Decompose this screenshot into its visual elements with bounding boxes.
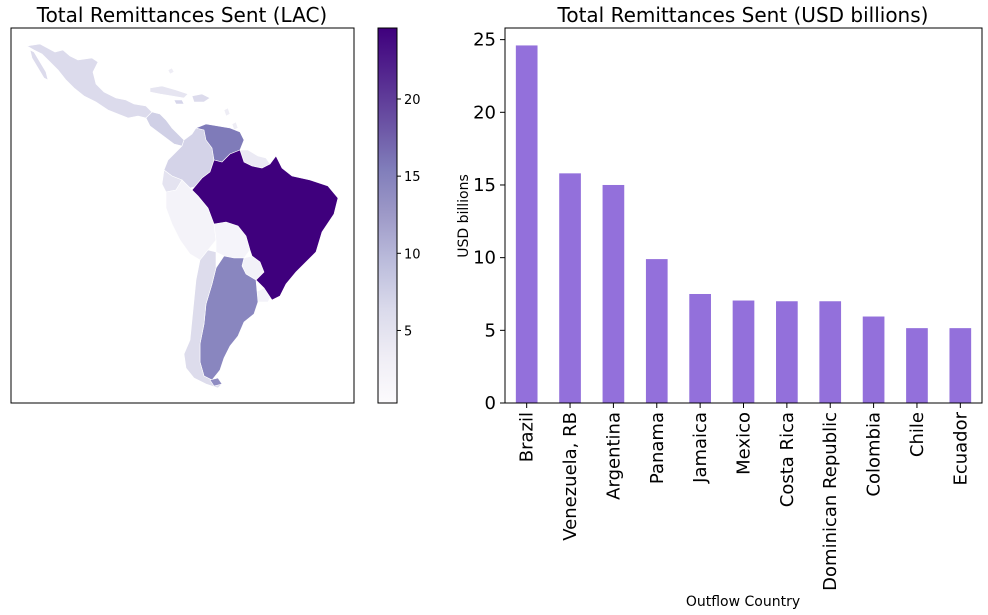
- colorbar-tick-label: 15: [404, 170, 421, 185]
- bar: [645, 259, 668, 403]
- region-baja: [29, 49, 49, 81]
- bar: [559, 173, 581, 403]
- y-tick-label: 5: [485, 320, 496, 341]
- bar-panel: Total Remittances Sent (USD billions) 0 5…: [456, 3, 983, 610]
- bar-title: Total Remittances Sent (USD billions): [557, 3, 929, 27]
- y-axis-label: USD billions: [456, 174, 472, 258]
- y-tick-label: 15: [473, 175, 496, 196]
- bars: [515, 45, 972, 403]
- map-panel: Total Remittances Sent (LAC): [10, 3, 421, 404]
- x-tick-label: Ecuador: [950, 411, 971, 485]
- y-tick-label: 0: [485, 393, 496, 414]
- x-tick-label: Venezuela, RB: [560, 412, 581, 541]
- bar: [906, 328, 928, 403]
- bar: [732, 300, 755, 403]
- region-small-islands: [167, 67, 239, 131]
- colorbar-tick-label: 20: [404, 93, 421, 108]
- x-tick-label: Dominican Republic: [820, 412, 841, 591]
- x-ticks: Brazil Venezuela, RB Argentina Panama Jamaic…: [517, 403, 971, 591]
- y-ticks: 0 5 10 15 20 25: [473, 30, 505, 414]
- x-tick-label: Costa Rica: [777, 412, 798, 507]
- map-title: Total Remittances Sent (LAC): [36, 3, 327, 27]
- bar: [515, 45, 538, 403]
- x-tick-label: Jamaica: [690, 412, 711, 484]
- y-tick-label: 10: [473, 248, 496, 269]
- colorbar-tick-label: 10: [404, 247, 421, 262]
- y-tick-label: 20: [473, 102, 496, 123]
- bar: [949, 328, 972, 403]
- colorbar: [377, 27, 398, 404]
- colorbar-tick-label: 5: [404, 324, 412, 339]
- x-tick-label: Argentina: [603, 412, 624, 500]
- region-brazil: [191, 149, 339, 301]
- bar: [602, 184, 625, 403]
- region-jamaica: [173, 99, 185, 105]
- bar: [689, 293, 711, 403]
- region-tierra-del-fuego: [209, 377, 223, 387]
- x-tick-label: Mexico: [734, 412, 755, 475]
- x-tick-label: Chile: [907, 412, 928, 457]
- region-hispaniola: [191, 93, 211, 103]
- y-tick-label: 25: [473, 30, 496, 51]
- region-cuba: [149, 85, 189, 99]
- colorbar-ticks: 5 10 15 20: [397, 93, 421, 339]
- bar: [776, 301, 798, 403]
- x-tick-label: Panama: [647, 412, 668, 484]
- bar: [819, 301, 842, 403]
- x-axis-label: Outflow Country: [686, 594, 800, 610]
- bar: [862, 316, 885, 403]
- x-tick-label: Brazil: [517, 412, 538, 462]
- map-shapes: [26, 43, 339, 389]
- region-mexico: [26, 43, 153, 119]
- x-tick-label: Colombia: [864, 412, 885, 497]
